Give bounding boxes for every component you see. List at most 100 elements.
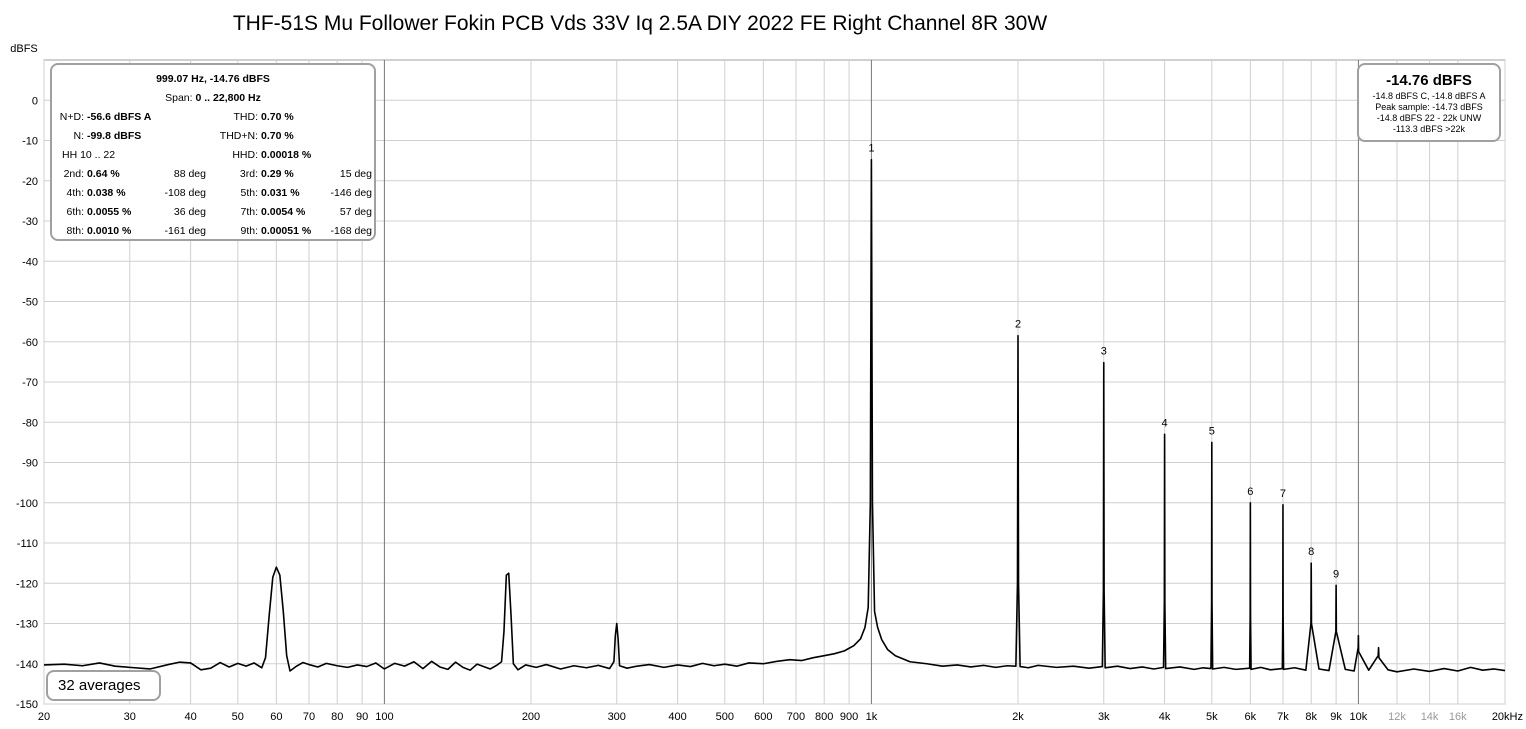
stat-label: HH 10 .. 22 xyxy=(62,149,116,161)
y-tick-label: -90 xyxy=(22,458,38,470)
phase: 15 deg xyxy=(339,168,372,180)
phase: -146 deg xyxy=(330,187,372,199)
y-tick-label: -60 xyxy=(22,337,38,349)
phase: 57 deg xyxy=(339,206,372,218)
stat-label: 3rd: xyxy=(239,168,258,180)
stats-row: N: -99.8 dBFS THD+N: 0.70 % xyxy=(52,127,374,146)
harmonic-label: 5 xyxy=(1209,425,1215,437)
x-tick-label: 200 xyxy=(522,711,540,723)
spacer xyxy=(326,146,372,165)
x-tick-label: 30 xyxy=(124,711,136,723)
stat-value: 0.0010 % xyxy=(87,225,132,237)
y-tick-label: -100 xyxy=(16,498,38,510)
harmonic-label: 2 xyxy=(1015,319,1021,331)
x-tick-label: 7k xyxy=(1277,711,1289,723)
span-value: 0 .. 22,800 Hz xyxy=(195,92,261,104)
level-box: -14.76 dBFS -14.8 dBFS C, -14.8 dBFS A Pea… xyxy=(1357,63,1501,142)
y-tick-label: -120 xyxy=(16,578,38,590)
stat-label: THD: xyxy=(233,111,259,123)
x-tick-label: 5k xyxy=(1206,711,1218,723)
span-row: Span: 0 .. 22,800 Hz xyxy=(52,89,374,108)
harmonic-label: 9 xyxy=(1333,568,1339,580)
level-line: -14.8 dBFS 22 - 22k UNW xyxy=(1376,113,1482,123)
y-tick-label: -140 xyxy=(16,659,38,671)
y-tick-label: -70 xyxy=(22,377,38,389)
x-tick-label: 16k xyxy=(1449,711,1467,723)
spacer xyxy=(156,146,206,165)
phase: 88 deg xyxy=(173,168,206,180)
stat-value: -56.6 dBFS A xyxy=(87,111,152,123)
stat-label: 2nd: xyxy=(63,168,84,180)
x-tick-label: 6k xyxy=(1245,711,1257,723)
span-label: Span: xyxy=(165,92,193,104)
measurement-box: 999.07 Hz, -14.76 dBFS Span: 0 .. 22,800 … xyxy=(50,63,376,241)
x-tick-label: 3k xyxy=(1098,711,1110,723)
frequency-level: 999.07 Hz, -14.76 dBFS xyxy=(156,73,270,85)
x-tick-label: 300 xyxy=(608,711,626,723)
stat-value: 0.0055 % xyxy=(87,206,132,218)
grid xyxy=(43,60,1506,705)
x-tick-label: 60 xyxy=(270,711,282,723)
stat-label: HHD: xyxy=(232,149,258,161)
header: 999.07 Hz, -14.76 dBFS xyxy=(52,70,374,89)
stats-row: 2nd: 0.64 % 88 deg 3rd: 0.29 % 15 deg xyxy=(52,165,374,184)
harmonic-label: 3 xyxy=(1101,346,1107,358)
level-main: -14.76 dBFS xyxy=(1386,72,1472,89)
harmonic-label: 4 xyxy=(1162,417,1168,429)
spacer xyxy=(326,108,372,127)
stat-label: 9th: xyxy=(240,225,258,237)
y-tick-label: -30 xyxy=(22,216,38,228)
y-tick-label: -40 xyxy=(22,256,38,268)
stat-value: 0.00051 % xyxy=(261,225,312,237)
level-line: -113.3 dBFS >22k xyxy=(1392,124,1466,134)
x-tick-label: 4k xyxy=(1159,711,1171,723)
phase: -161 deg xyxy=(164,225,206,237)
stat-label: 4th: xyxy=(66,187,84,199)
harmonic-label: 7 xyxy=(1280,488,1286,500)
x-tick-label: 500 xyxy=(716,711,734,723)
x-tick-label: 100 xyxy=(375,711,393,723)
stat-label: 8th: xyxy=(66,225,84,237)
x-tick-label: 900 xyxy=(840,711,858,723)
harmonic-label: 8 xyxy=(1308,546,1314,558)
stat-label: 6th: xyxy=(66,206,84,218)
stat-label: 7th: xyxy=(240,206,258,218)
y-tick-label: -150 xyxy=(16,699,38,711)
stats-row: 6th: 0.0055 % 36 deg 7th: 0.0054 % 57 deg xyxy=(52,203,374,222)
level-line: -14.8 dBFS C, -14.8 dBFS A xyxy=(1372,91,1486,101)
y-tick-label: 0 xyxy=(32,95,38,107)
stats-row: 8th: 0.0010 % -161 deg 9th: 0.00051 % -168 de… xyxy=(52,222,374,241)
y-tick-label: -110 xyxy=(17,538,38,550)
x-tick-label: 14k xyxy=(1421,711,1439,723)
averages-label: 32 averages xyxy=(58,677,141,694)
y-tick-label: -10 xyxy=(22,136,38,148)
spacer xyxy=(156,108,206,127)
stat-value: 0.0054 % xyxy=(261,206,306,218)
x-tick-label: 700 xyxy=(787,711,805,723)
x-tick-label: 10k xyxy=(1350,711,1368,723)
stats-row: 4th: 0.038 % -108 deg 5th: 0.031 % -146 deg xyxy=(52,184,374,203)
stats-row: N+D: -56.6 dBFS A THD: 0.70 % xyxy=(52,108,374,127)
spacer xyxy=(326,127,372,146)
x-tick-label: 9k xyxy=(1330,711,1342,723)
phase: 36 deg xyxy=(173,206,206,218)
y-axis-label: dBFS xyxy=(10,43,38,55)
x-tick-label: 20 xyxy=(38,711,50,723)
stats-row: HH 10 .. 22 HHD: 0.00018 % xyxy=(52,146,374,165)
stat-value: 0.70 % xyxy=(261,130,294,142)
y-tick-label: -50 xyxy=(22,297,38,309)
stat-value: 0.00018 % xyxy=(261,149,312,161)
x-tick-label: 70 xyxy=(303,711,315,723)
x-tick-label: 2k xyxy=(1012,711,1024,723)
stat-label: N+D: xyxy=(59,111,84,123)
phase: -168 deg xyxy=(330,225,372,237)
harmonic-label: 1 xyxy=(868,143,874,155)
x-tick-label: 600 xyxy=(754,711,772,723)
y-tick-label: -20 xyxy=(22,176,38,188)
stat-value: 0.29 % xyxy=(261,168,294,180)
x-tick-label: 12k xyxy=(1388,711,1406,723)
averages-box: 32 averages xyxy=(46,670,161,701)
spectrum-line xyxy=(43,158,1506,673)
